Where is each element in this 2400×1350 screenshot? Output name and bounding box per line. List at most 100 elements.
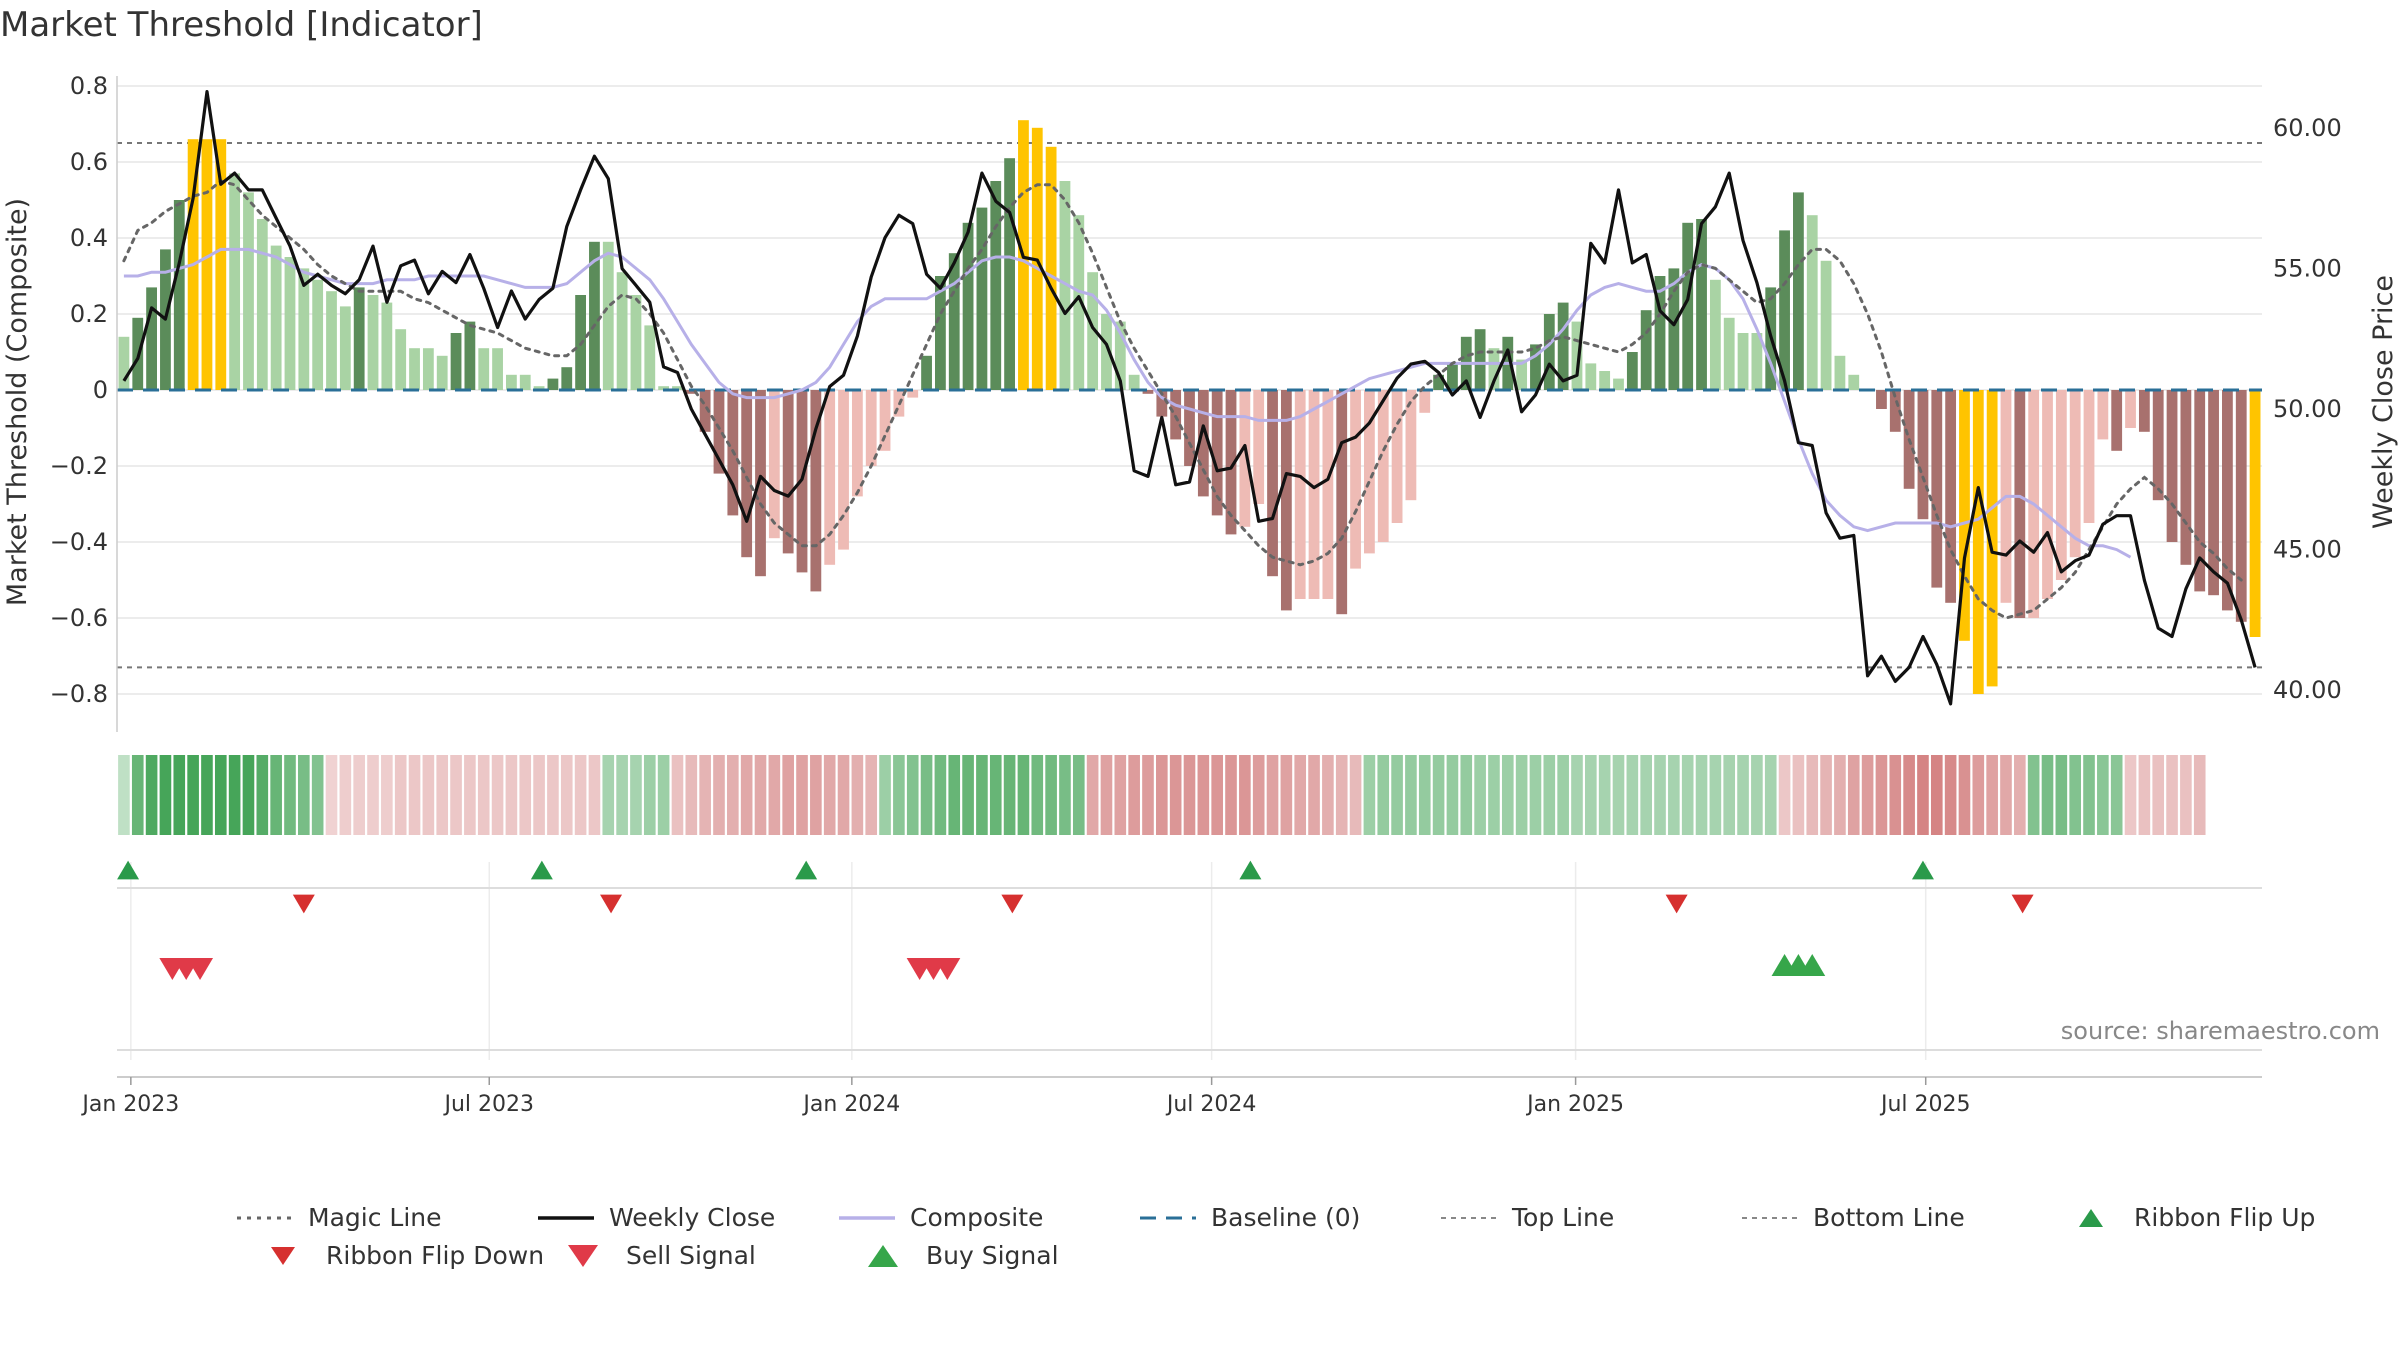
composite-bar bbox=[1087, 272, 1099, 390]
composite-bar bbox=[2014, 390, 2026, 618]
composite-bar bbox=[602, 241, 614, 390]
composite-bar bbox=[2235, 390, 2247, 622]
composite-bar bbox=[353, 287, 365, 390]
composite-bar bbox=[312, 279, 324, 390]
ribbon-cell bbox=[685, 755, 698, 835]
composite-bar bbox=[1239, 390, 1251, 527]
legend-flip-down-swatch bbox=[271, 1247, 295, 1265]
composite-bar bbox=[1391, 390, 1403, 523]
ribbon-cell bbox=[1391, 755, 1403, 835]
ribbon-cell bbox=[2180, 755, 2192, 835]
composite-bar bbox=[1876, 390, 1887, 409]
ribbon-cell bbox=[408, 755, 421, 835]
ribbon-cell bbox=[519, 755, 532, 835]
ribbon-cell bbox=[367, 755, 379, 835]
ribbon-cell bbox=[616, 755, 628, 835]
legend-label: Magic Line bbox=[308, 1203, 442, 1232]
y-left-tick-label: 0.8 bbox=[70, 72, 108, 100]
ribbon-cell bbox=[1211, 755, 1223, 835]
x-tick-label: Jan 2025 bbox=[1525, 1092, 1624, 1117]
composite-bar bbox=[1834, 355, 1846, 390]
ribbon-cell bbox=[1764, 755, 1777, 835]
composite-bar bbox=[741, 390, 753, 558]
ribbon-cell bbox=[1031, 755, 1044, 835]
ribbon-cell bbox=[533, 755, 545, 835]
composite-bar bbox=[1599, 371, 1611, 390]
composite-bar bbox=[1364, 390, 1375, 554]
ribbon-flip-down-marker bbox=[1001, 894, 1024, 914]
y-right-tick-label: 40.00 bbox=[2273, 676, 2342, 704]
ribbon-cell bbox=[2193, 755, 2206, 835]
composite-bar bbox=[685, 390, 697, 394]
composite-bar bbox=[1848, 374, 1860, 390]
ribbon-cell bbox=[1003, 755, 1016, 835]
ribbon-cell bbox=[1100, 755, 1113, 835]
composite-bar bbox=[1474, 329, 1486, 390]
legend-label: Baseline (0) bbox=[1211, 1203, 1360, 1232]
ribbon-cell bbox=[2055, 755, 2068, 835]
composite-bar bbox=[1211, 390, 1223, 516]
composite-bar bbox=[1696, 219, 1707, 390]
composite-bar bbox=[1322, 390, 1334, 599]
composite-bar bbox=[1889, 390, 1901, 432]
ribbon-cell bbox=[1543, 755, 1556, 835]
ribbon-cell bbox=[284, 755, 296, 835]
composite-bar bbox=[921, 355, 932, 390]
ribbon-cell bbox=[2166, 755, 2178, 835]
ribbon-cell bbox=[754, 755, 767, 835]
ribbon-cell bbox=[1847, 755, 1860, 835]
ribbon-cell bbox=[2027, 755, 2040, 835]
x-tick-label: Jul 2024 bbox=[1165, 1092, 1257, 1117]
legend-label: Sell Signal bbox=[626, 1241, 756, 1270]
legend: Magic Line Weekly Close Composite Baseline … bbox=[237, 1203, 2315, 1270]
composite-bar bbox=[1308, 390, 1320, 599]
ribbon-cell bbox=[242, 755, 255, 835]
ribbon-cell bbox=[1280, 755, 1293, 835]
ribbon-cell bbox=[657, 755, 670, 835]
ribbon-cell bbox=[311, 755, 324, 835]
composite-bar bbox=[492, 348, 503, 390]
source-credit: source: sharemaestro.com bbox=[2061, 1017, 2380, 1045]
ribbon-cell bbox=[2138, 755, 2151, 835]
composite-bar bbox=[851, 390, 863, 497]
composite-bar bbox=[713, 390, 725, 474]
ribbon-cell bbox=[1405, 755, 1417, 835]
ribbon-cell bbox=[1059, 755, 1071, 835]
ribbon-cell bbox=[464, 755, 476, 835]
ribbon-cell bbox=[865, 755, 878, 835]
composite-bar bbox=[1682, 222, 1694, 390]
ribbon-flip-down-marker bbox=[2011, 894, 2034, 914]
composite-bar bbox=[1931, 390, 1943, 588]
composite-bar bbox=[1114, 321, 1126, 390]
ribbon-cell bbox=[851, 755, 864, 835]
composite-bar bbox=[1806, 215, 1818, 390]
ribbon-cell bbox=[989, 755, 1002, 835]
ribbon-cell bbox=[1377, 755, 1390, 835]
composite-bar bbox=[173, 200, 185, 390]
composite-bar bbox=[547, 378, 559, 390]
ribbon-cell bbox=[1792, 755, 1805, 835]
ribbon-cell bbox=[270, 755, 282, 835]
ribbon-cell bbox=[1917, 755, 1929, 835]
composite-bar bbox=[1820, 260, 1832, 390]
composite-bar bbox=[298, 268, 310, 390]
composite-bar bbox=[1737, 333, 1749, 390]
x-tick-label: Jan 2023 bbox=[80, 1092, 179, 1117]
ribbon-cell bbox=[505, 755, 518, 835]
composite-bar bbox=[1986, 390, 1998, 687]
ribbon-cell bbox=[1681, 755, 1694, 835]
ribbon-cell bbox=[1695, 755, 1708, 835]
ribbon-cell bbox=[1806, 755, 1819, 835]
legend-sell-swatch bbox=[568, 1245, 598, 1267]
composite-bar bbox=[1447, 363, 1458, 390]
ribbon-cell bbox=[436, 755, 449, 835]
ribbon-cell bbox=[2041, 755, 2054, 835]
composite-bar bbox=[1959, 390, 1970, 641]
composite-bar bbox=[768, 390, 780, 539]
composite-bar bbox=[1640, 310, 1652, 390]
composite-bar bbox=[1156, 390, 1168, 417]
ribbon-flip-up-marker bbox=[1911, 860, 1934, 880]
ribbon-cell bbox=[2124, 755, 2137, 835]
ribbon-cell bbox=[643, 755, 656, 835]
ribbon-cell bbox=[782, 755, 794, 835]
